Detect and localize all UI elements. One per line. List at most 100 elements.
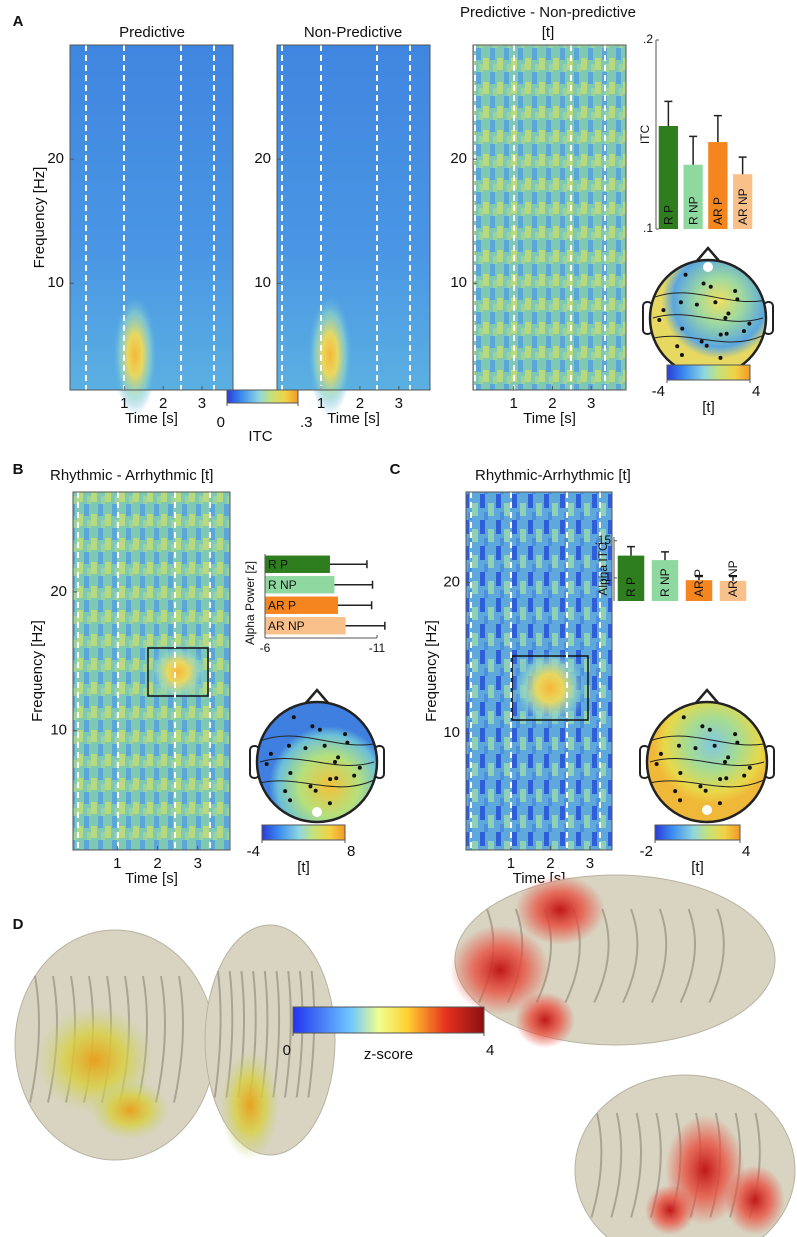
category-label: AR P	[692, 569, 706, 597]
chart-title: Rhythmic-Arrhythmic [t]	[475, 467, 631, 484]
error-bar	[689, 135, 698, 165]
colorbar-tick-label: -4	[247, 843, 260, 860]
y-axis-label: Frequency [Hz]	[31, 167, 48, 269]
electrode	[723, 316, 728, 320]
electrode	[317, 727, 322, 732]
error-bar	[729, 575, 737, 581]
electrode	[678, 798, 683, 803]
panel-label: D	[13, 916, 24, 933]
heatmap-hotspot	[308, 295, 352, 415]
y-tick-label: 20	[47, 150, 64, 167]
plot-frame	[276, 44, 431, 391]
colorbar	[666, 364, 751, 381]
topomap-contour	[652, 314, 764, 322]
colorbar	[226, 389, 299, 404]
x-tick-label: 3	[395, 395, 403, 412]
electrode	[713, 300, 718, 305]
electrode	[657, 317, 662, 322]
activation	[450, 925, 550, 1015]
chart-title: Rhythmic - Arrhythmic [t]	[50, 467, 213, 484]
colorbar-label: z-score	[364, 1046, 413, 1063]
sulcus	[622, 908, 639, 1003]
electrode	[679, 352, 684, 357]
sulcus	[29, 975, 40, 1103]
error-bar	[334, 580, 374, 589]
plot-frame	[472, 44, 627, 391]
x-tick-label: 2	[548, 395, 556, 412]
chart-subtitle: [t]	[542, 24, 555, 41]
y-tick-label: 10	[443, 724, 460, 741]
panel-label: A	[13, 13, 24, 30]
electrode	[283, 789, 288, 794]
electrode	[741, 329, 746, 334]
sulcus	[173, 975, 184, 1103]
colorbar-label: ITC	[248, 428, 272, 445]
activation	[220, 1050, 280, 1160]
x-tick-label: 1	[507, 855, 515, 872]
y-tick-label: 20	[50, 583, 67, 600]
electrode	[726, 311, 731, 316]
electrode	[327, 801, 332, 806]
sulcus	[630, 1112, 642, 1218]
colorbar-tick-label: 8	[347, 843, 355, 860]
electrode	[694, 302, 699, 307]
category-label: AR NP	[268, 619, 305, 633]
chart-title: Predictive - Non-predictive	[460, 4, 636, 21]
activation	[645, 1185, 695, 1235]
sulcus	[610, 1112, 623, 1218]
topomap	[249, 688, 385, 824]
topomap-contour	[652, 334, 764, 343]
x-axis-label: Time [s]	[125, 870, 178, 887]
electrode	[701, 281, 706, 286]
category-label: R NP	[686, 196, 700, 225]
brain-surface	[204, 924, 336, 1160]
electrode	[352, 773, 357, 778]
topomap-contour	[259, 779, 375, 788]
chart-title: Predictive	[119, 24, 185, 41]
electrode	[678, 770, 683, 775]
topomap-contour	[649, 758, 765, 766]
topomap-nose	[304, 688, 330, 705]
electrode	[718, 332, 723, 337]
electrode	[747, 321, 752, 326]
highlight-electrode	[702, 805, 712, 815]
activation	[90, 1080, 170, 1140]
colorbar	[292, 1006, 485, 1034]
category-label: AR NP	[736, 188, 750, 225]
activation	[515, 875, 605, 945]
electrode	[742, 773, 747, 778]
cluster-outline	[147, 647, 209, 697]
brain-surface	[14, 929, 216, 1161]
x-tick-label: 3	[586, 855, 594, 872]
colorbar	[654, 824, 741, 841]
error-bar	[713, 114, 722, 143]
colorbar-tick-label: -4	[652, 383, 665, 400]
y-axis-label: Frequency [Hz]	[423, 620, 440, 722]
electrode	[712, 743, 717, 748]
colorbar-tick-label: 0	[283, 1042, 291, 1059]
y-tick-label: 10	[47, 274, 64, 291]
colorbar-label: [t]	[702, 399, 715, 416]
bar	[265, 617, 346, 635]
bar	[719, 580, 747, 601]
electrode	[683, 272, 688, 277]
sulcus	[155, 975, 166, 1103]
electrode	[733, 732, 738, 737]
y-axis-label: Alpha ITC	[596, 542, 610, 596]
electrode	[717, 801, 722, 806]
electrode	[676, 743, 681, 748]
heatmap-hotspot	[148, 642, 208, 702]
electrode	[698, 784, 703, 789]
error-bar	[329, 560, 368, 569]
heatmap-hotspot	[512, 648, 588, 728]
topomap-contour	[259, 735, 375, 746]
y-tick-label: .2	[643, 32, 653, 46]
y-tick-label: 20	[443, 573, 460, 590]
electrode	[678, 300, 683, 305]
colorbar-label: [t]	[297, 859, 310, 876]
x-axis-label: Time [s]	[523, 410, 576, 427]
electrode	[357, 765, 362, 770]
category-label: R NP	[658, 568, 672, 597]
electrode	[291, 715, 296, 720]
